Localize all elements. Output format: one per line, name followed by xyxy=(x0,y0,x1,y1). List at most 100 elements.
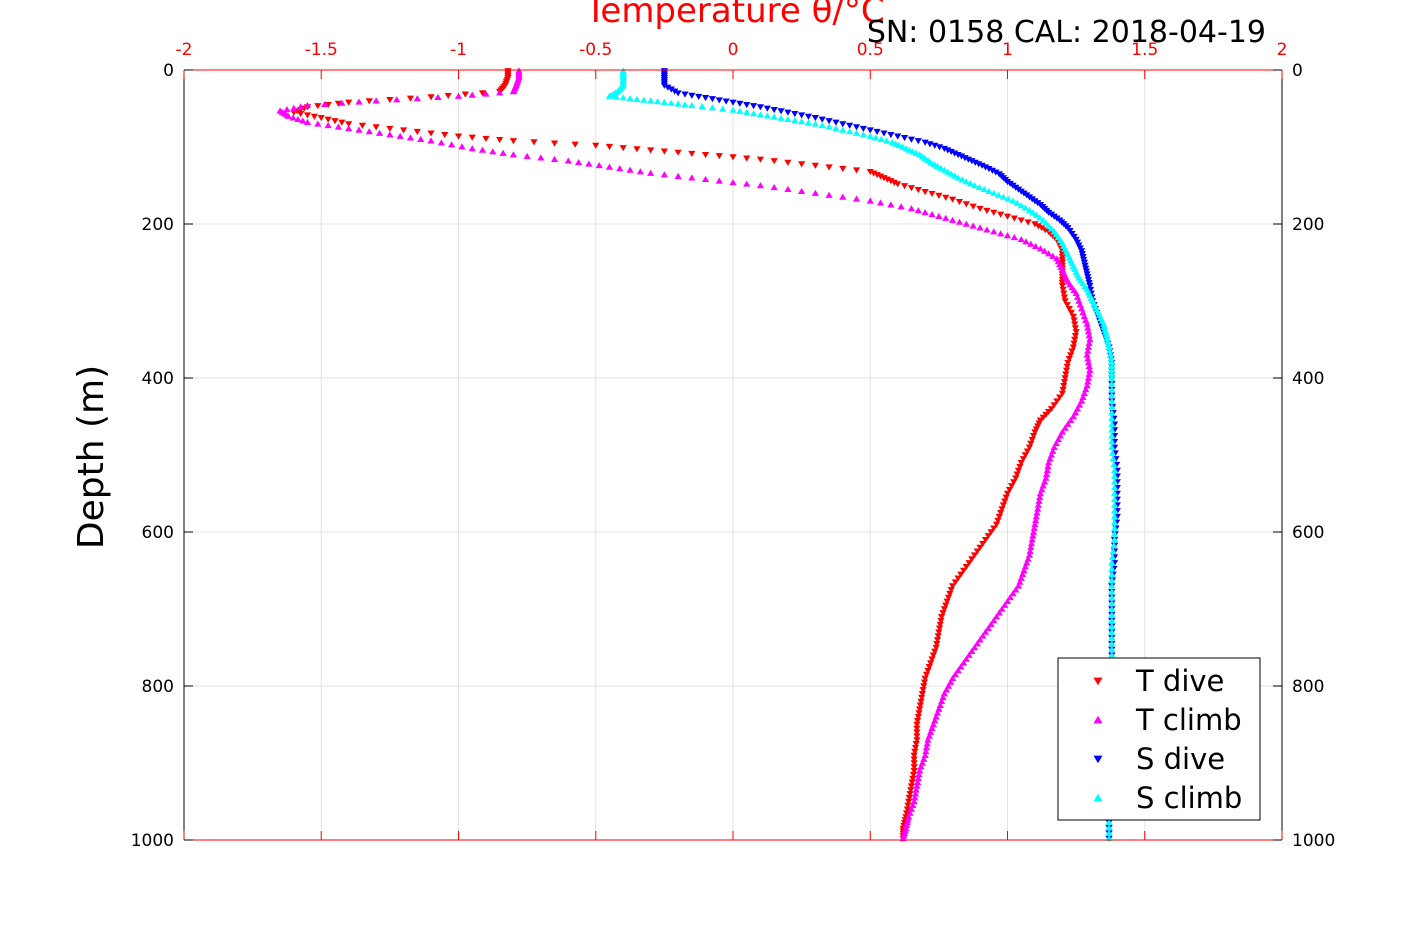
data-point xyxy=(334,100,343,107)
data-point xyxy=(468,134,476,141)
data-point xyxy=(1108,415,1116,422)
data-point xyxy=(970,552,979,559)
data-point xyxy=(933,637,942,644)
data-point xyxy=(1014,582,1023,589)
data-point xyxy=(1001,498,1009,505)
data-point xyxy=(1110,524,1119,531)
data-point xyxy=(1108,617,1116,624)
x-tick-label: -1 xyxy=(450,40,467,60)
data-point xyxy=(922,744,931,751)
data-point xyxy=(660,82,668,89)
data-point xyxy=(1108,605,1116,612)
data-point xyxy=(876,199,885,206)
x-tick-label: -2 xyxy=(176,40,193,60)
data-point xyxy=(688,92,696,99)
data-point xyxy=(482,90,490,97)
data-point xyxy=(1028,436,1036,444)
data-point xyxy=(784,109,792,116)
data-point xyxy=(729,154,737,161)
data-point xyxy=(998,605,1006,612)
data-point xyxy=(934,633,942,640)
data-point xyxy=(791,110,799,118)
data-point xyxy=(1027,543,1035,551)
data-point xyxy=(911,748,919,755)
data-point xyxy=(981,628,990,635)
y-tick-label-right: 800 xyxy=(1292,677,1324,697)
data-point xyxy=(920,683,928,690)
data-point xyxy=(321,100,329,107)
x-tick-label: -0.5 xyxy=(579,40,612,60)
data-point xyxy=(1110,536,1119,543)
data-point xyxy=(997,510,1005,517)
data-point xyxy=(1108,359,1116,366)
data-point xyxy=(468,145,476,152)
data-point xyxy=(633,146,641,153)
data-point xyxy=(386,125,394,132)
data-point xyxy=(911,790,920,797)
data-point xyxy=(990,525,998,532)
data-point xyxy=(1027,440,1035,447)
data-point xyxy=(976,636,984,643)
data-point xyxy=(951,671,959,678)
data-point xyxy=(1106,347,1114,354)
data-point xyxy=(612,93,620,100)
data-point xyxy=(933,640,941,648)
data-point xyxy=(1044,463,1052,470)
data-point xyxy=(454,133,463,140)
data-point xyxy=(1030,524,1038,531)
data-point xyxy=(619,94,627,101)
data-point xyxy=(400,127,408,134)
data-point xyxy=(990,189,998,196)
data-point xyxy=(660,171,668,178)
data-point xyxy=(1108,397,1116,404)
y-tick-label-right: 200 xyxy=(1292,215,1324,235)
data-point xyxy=(970,182,979,189)
data-point xyxy=(550,155,559,163)
data-point xyxy=(743,101,751,109)
data-point xyxy=(1061,424,1069,431)
data-point xyxy=(1056,394,1064,401)
data-point xyxy=(931,142,939,149)
data-point xyxy=(777,114,785,121)
data-point xyxy=(923,740,931,747)
data-point xyxy=(715,177,723,184)
data-point xyxy=(905,794,913,802)
legend-marker xyxy=(1093,715,1103,724)
data-point xyxy=(1003,213,1012,220)
data-point xyxy=(324,101,332,109)
data-point xyxy=(297,103,305,110)
data-point xyxy=(914,138,922,145)
data-point xyxy=(1069,344,1077,351)
data-point xyxy=(406,134,415,141)
data-point xyxy=(1083,351,1091,358)
top-axis-title: Temperature θ/°C xyxy=(584,0,884,31)
data-point xyxy=(999,502,1007,509)
data-point xyxy=(959,659,968,666)
y-tick-label-left: 400 xyxy=(142,369,174,389)
data-point xyxy=(852,167,861,174)
data-point xyxy=(1108,366,1116,373)
data-point xyxy=(990,617,998,624)
data-point xyxy=(873,172,881,179)
data-point xyxy=(1027,540,1036,547)
data-point xyxy=(1108,386,1116,393)
data-point xyxy=(1032,242,1040,250)
data-point xyxy=(1106,351,1115,358)
x-tick-label: -1.5 xyxy=(305,40,338,60)
data-point xyxy=(626,166,634,173)
y-tick-label-left: 1000 xyxy=(131,831,174,851)
data-point xyxy=(1032,211,1040,218)
data-point xyxy=(798,112,806,119)
data-point xyxy=(1105,343,1113,350)
data-point xyxy=(1027,240,1035,247)
axes xyxy=(183,69,1283,841)
data-point xyxy=(825,118,833,125)
data-point xyxy=(1012,586,1020,593)
data-point xyxy=(921,139,929,146)
data-point xyxy=(1108,403,1116,410)
data-point xyxy=(1058,390,1066,397)
data-point xyxy=(1009,197,1017,204)
data-point xyxy=(454,92,463,99)
data-point xyxy=(811,189,819,196)
